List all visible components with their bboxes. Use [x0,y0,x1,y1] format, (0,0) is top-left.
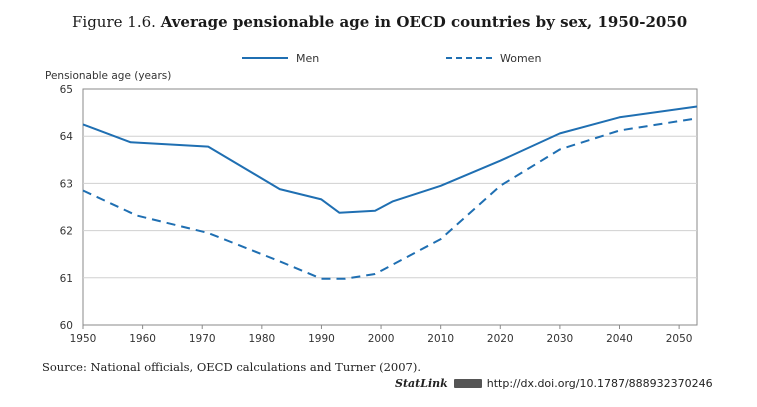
x-tick-label-2040: 2040 [606,333,633,345]
chart-title: Figure 1.6. Average pensionable age in O… [72,13,687,31]
y-tick-label-61: 61 [60,273,73,285]
statlink-url[interactable]: http://dx.doi.org/10.1787/888932370246 [486,377,713,390]
x-tick-label-2050: 2050 [666,333,693,345]
x-tick-label-2030: 2030 [547,333,574,345]
y-tick-label-63: 63 [60,178,73,190]
plot-area [82,88,698,326]
legend-swatch-dashed [446,57,492,59]
legend-label-women: Women [500,51,542,65]
x-tick-label-2000: 2000 [368,333,395,345]
legend-label-men: Men [296,51,320,65]
figure-title: Average pensionable age in OECD countrie… [160,13,688,31]
legend: Men Women [0,48,757,68]
statlink[interactable]: StatLink http://dx.doi.org/10.1787/88893… [395,377,713,390]
series-line-men [82,105,698,214]
x-tick-label-1980: 1980 [248,333,275,345]
series-line-women [82,117,698,280]
x-tick-label-2020: 2020 [487,333,514,345]
figure-label: Figure 1.6. [72,13,156,31]
x-tick-label-1950: 1950 [70,333,97,345]
y-axis-label: Pensionable age (years) [45,70,172,82]
x-tick-label-2010: 2010 [427,333,454,345]
y-tick-label-64: 64 [60,131,74,143]
statlink-logo-icon [453,379,482,388]
legend-item-women: Women [446,48,541,68]
x-tick-label-1960: 1960 [129,333,156,345]
source-note: Source: National officials, OECD calcula… [42,360,422,374]
x-tick-label-1970: 1970 [189,333,216,345]
y-tick-label-65: 65 [60,84,73,96]
y-tick-label-62: 62 [60,226,73,238]
legend-item-men: Men [242,48,319,68]
x-tick-label-1990: 1990 [308,333,335,345]
statlink-label: StatLink [395,377,448,390]
legend-swatch-solid [242,57,288,59]
y-tick-label-60: 60 [60,320,73,332]
